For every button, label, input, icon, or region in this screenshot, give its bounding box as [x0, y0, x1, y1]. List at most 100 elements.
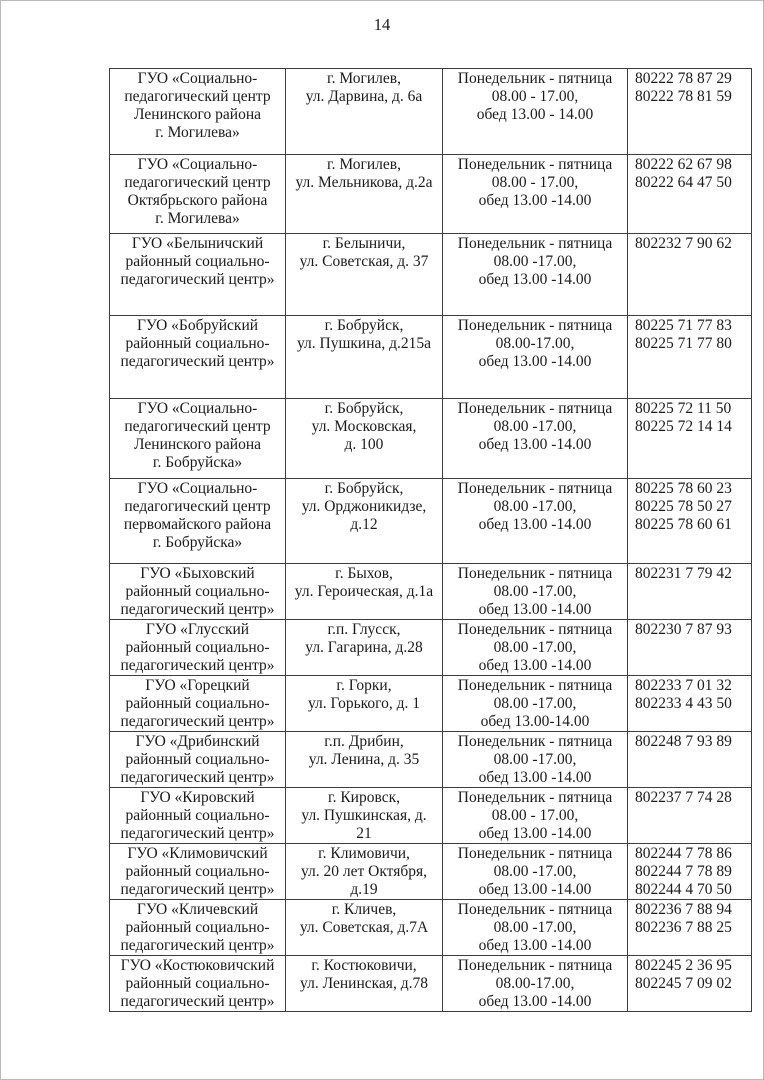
text-line: обед 13.00 -14.00 [478, 881, 592, 898]
address-cell: г. Кировск, ул. Пушкинская, д. 21 [285, 787, 443, 844]
center-name-cell: ГУО «Социально-педагогический центр Октяб… [109, 154, 286, 234]
text-line: 08.00 - 17.00, [491, 174, 579, 191]
text-line: Понедельник - пятница [457, 957, 613, 974]
text-line: Ленинского района [134, 436, 261, 453]
text-line: 802231 7 79 42 [635, 565, 732, 582]
text-line: 802232 7 90 62 [635, 235, 732, 252]
text-line: г. Могилева» [155, 124, 240, 141]
text-line: ГУО «Быховский [140, 565, 255, 582]
text-line: педагогический центр» [120, 937, 275, 954]
phone-cell: 802230 7 87 93 [627, 619, 752, 676]
center-name-cell: ГУО «Бобруйский районный социально-педаго… [109, 315, 286, 399]
text-line: ул. Героическая, д.1а [294, 583, 434, 600]
text-line: Понедельник - пятница [457, 733, 613, 750]
center-name-cell: ГУО «Кличевский районный социально-педаго… [109, 899, 286, 956]
text-line: г.п. Глусск, [327, 621, 401, 638]
schedule-cell: Понедельник - пятница 08.00 - 17.00, обед … [442, 68, 628, 155]
text-line: г. Бобруйск, [324, 480, 404, 497]
text-line: 802244 7 78 89 [635, 863, 732, 880]
address-cell: г. Костюковичи, ул. Ленинская, д.78 [285, 955, 443, 1012]
text-line: 80225 72 11 50 [635, 400, 732, 417]
text-line: обед 13.00 -14.00 [478, 516, 592, 533]
text-line: д.12 [350, 516, 378, 533]
text-line: Понедельник - пятница [457, 235, 613, 252]
table-row: ГУО «Глусский районный социально-педагоги… [109, 619, 752, 676]
center-name-cell: ГУО «Белыничский районный социально-педаг… [109, 233, 286, 316]
table-row: ГУО «Социально-педагогический центр Октяб… [109, 154, 752, 234]
text-line: Понедельник - пятница [457, 400, 613, 417]
text-line: районный социально- [125, 583, 270, 600]
center-name-cell: ГУО «Быховский районный социально-педагог… [109, 563, 286, 620]
text-line: ул. Советская, д.7А [299, 919, 429, 936]
table-row: ГУО «Социально-педагогический центр перво… [109, 478, 752, 564]
text-line: районный социально- [125, 975, 270, 992]
text-line: ГУО «Социально- [137, 400, 258, 417]
text-line: 08.00 -17.00, [493, 639, 577, 656]
address-cell: г. Могилев, ул. Дарвина, д. 6а [285, 68, 443, 155]
center-name-cell: ГУО «Дрибинский районный социально-педаго… [109, 731, 286, 788]
text-line: обед 13.00 -14.00 [478, 601, 592, 618]
text-line: Понедельник - пятница [457, 677, 613, 694]
text-line: педагогический центр [124, 88, 271, 105]
address-cell: г. Белыничи, ул. Советская, д. 37 [285, 233, 443, 316]
text-line: 80222 62 67 98 [635, 156, 732, 173]
text-line: 08.00 -17.00, [493, 418, 577, 435]
text-line: г. Бобруйска» [152, 534, 243, 551]
text-line: ГУО «Кличевский [136, 901, 259, 918]
schedule-cell: Понедельник - пятница 08.00 - 17.00, обед … [442, 787, 628, 844]
table-row: ГУО «Горецкий районный социально-педагоги… [109, 675, 752, 732]
center-name-cell: ГУО «Социально-педагогический центр Ленин… [109, 68, 286, 155]
text-line: ул. Мельникова, д.2а [295, 174, 433, 191]
table-row: ГУО «Кличевский районный социально-педаго… [109, 899, 752, 956]
text-line: 08.00-17.00, [495, 335, 575, 352]
text-line: педагогический центр [124, 498, 271, 515]
text-line: г. Быхов, [335, 565, 393, 582]
address-cell: г. Горки, ул. Горького, д. 1 [285, 675, 443, 732]
text-line: Понедельник - пятница [457, 845, 613, 862]
text-line: 802237 7 74 28 [635, 789, 732, 806]
text-line: г. Бобруйск, [324, 317, 404, 334]
text-line: 80222 78 87 29 [635, 70, 732, 87]
text-line: Понедельник - пятница [457, 156, 613, 173]
text-line: ул. Орджоникидзе, [301, 498, 427, 515]
text-line: 802245 2 36 95 [635, 957, 732, 974]
phone-cell: 80225 72 11 50 80225 72 14 14 [627, 398, 752, 479]
text-line: педагогический центр [124, 418, 271, 435]
text-line: педагогический центр» [120, 353, 275, 370]
text-line: Октябрьского района [127, 192, 268, 209]
text-line: 08.00 -17.00, [493, 695, 577, 712]
address-cell: г. Бобруйск, ул. Московская, д. 100 [285, 398, 443, 479]
address-cell: г. Бобруйск, ул. Орджоникидзе, д.12 [285, 478, 443, 564]
table-row: ГУО «Бобруйский районный социально-педаго… [109, 315, 752, 399]
text-line: ул. Московская, [311, 418, 417, 435]
text-line: ул. Пушкинская, д. [301, 807, 427, 824]
table-row: ГУО «Дрибинский районный социально-педаго… [109, 731, 752, 788]
address-cell: г. Бобруйск, ул. Пушкина, д.215а [285, 315, 443, 399]
text-line: 80225 78 60 23 [635, 480, 732, 497]
text-line: г. Костюковичи, [311, 957, 417, 974]
schedule-cell: Понедельник - пятница 08.00 -17.00, обед 1… [442, 398, 628, 479]
table-row: ГУО «Социально-педагогический центр Ленин… [109, 398, 752, 479]
schedule-cell: Понедельник - пятница 08.00-17.00, обед 13… [442, 315, 628, 399]
text-line: районный социально- [125, 253, 270, 270]
text-line: педагогический центр» [120, 881, 275, 898]
address-cell: г. Могилев, ул. Мельникова, д.2а [285, 154, 443, 234]
text-line: г. Бобруйск, [324, 400, 404, 417]
text-line: педагогический центр» [120, 271, 275, 288]
text-line: ул. Горького, д. 1 [307, 695, 421, 712]
text-line: 802244 4 70 50 [635, 881, 732, 898]
text-line: д. 100 [344, 436, 384, 453]
text-line: ул. 20 лет Октября, [300, 863, 428, 880]
centers-table: ГУО «Социально-педагогический центр Ленин… [109, 68, 752, 1012]
address-cell: г. Быхов, ул. Героическая, д.1а [285, 563, 443, 620]
phone-cell: 802245 2 36 95 802245 7 09 02 [627, 955, 752, 1012]
text-line: ул. Гагарина, д.28 [305, 639, 423, 656]
text-line: ул. Ленина, д. 35 [308, 751, 420, 768]
text-line: педагогический центр [124, 174, 271, 191]
text-line: обед 13.00 -14.00 [478, 353, 592, 370]
text-line: г. Кличев, [331, 901, 397, 918]
text-line: 802244 7 78 86 [635, 845, 732, 862]
phone-cell: 802248 7 93 89 [627, 731, 752, 788]
text-line: районный социально- [125, 807, 270, 824]
